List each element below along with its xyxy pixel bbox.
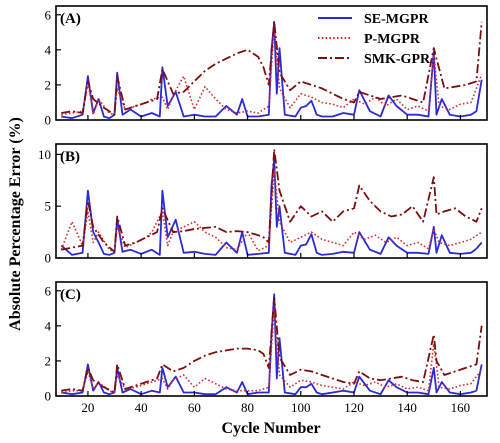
- panel-label: (A): [60, 11, 81, 27]
- x-tick-label: 40: [135, 400, 148, 415]
- legend-label-se-mgpr: SE-MGPR: [364, 12, 429, 27]
- series-line-p-mgpr: [61, 26, 483, 116]
- y-tick-label: 6: [45, 283, 52, 298]
- x-tick-label: 120: [344, 400, 364, 415]
- panel-c: 0 2 4 6 20 40 60 80 100 120 140 160 (C): [45, 281, 488, 415]
- legend-label-smk-gpr: SMK-GPR: [364, 52, 431, 67]
- y-tick-label: 2: [45, 77, 52, 92]
- panel-frame: [55, 5, 488, 121]
- y-tick-label: 6: [45, 7, 52, 22]
- series-line-smk-gpr: [61, 148, 483, 253]
- series-line-smk-gpr: [61, 20, 483, 116]
- panel-label: (B): [60, 149, 80, 165]
- y-tick-label: 0: [45, 113, 52, 128]
- y-tick-label: 5: [45, 199, 52, 214]
- panel-b: 0 5 10 (B): [38, 143, 488, 266]
- y-axis-label: Absolute Percentage Error (%): [7, 117, 24, 331]
- panel-a: 0 2 4 6 (A): [45, 5, 488, 128]
- y-tick-label: 0: [45, 389, 52, 404]
- y-tick-label: 10: [38, 147, 51, 162]
- series-line-p-mgpr: [60, 169, 483, 253]
- series-line-p-mgpr: [61, 307, 483, 394]
- x-tick-label: 140: [397, 400, 417, 415]
- series-line-smk-gpr: [61, 296, 483, 394]
- y-tick-label: 4: [45, 318, 52, 333]
- x-tick-label: 100: [291, 400, 311, 415]
- panel-label: (C): [60, 287, 81, 303]
- y-tick-label: 0: [45, 251, 52, 266]
- y-tick-label: 4: [45, 42, 52, 57]
- series-line-se-mgpr: [61, 293, 483, 396]
- x-tick-label: 160: [451, 400, 471, 415]
- legend: SE-MGPR P-MGPR SMK-GPR: [318, 12, 431, 67]
- panel-frame: [55, 143, 488, 259]
- x-tick-label: 60: [188, 400, 201, 415]
- x-axis-label: Cycle Number: [221, 420, 320, 437]
- panel-frame: [55, 281, 488, 397]
- y-tick-label: 2: [45, 353, 52, 368]
- legend-label-p-mgpr: P-MGPR: [364, 32, 421, 47]
- x-tick-label: 80: [241, 400, 254, 415]
- panels-group: 0 2 4 6 (A) 0 5 10 (B) 0 2 4 6 20 40 60 80 100 120 140 160 (C…: [38, 5, 488, 415]
- x-tick-label: 20: [81, 400, 94, 415]
